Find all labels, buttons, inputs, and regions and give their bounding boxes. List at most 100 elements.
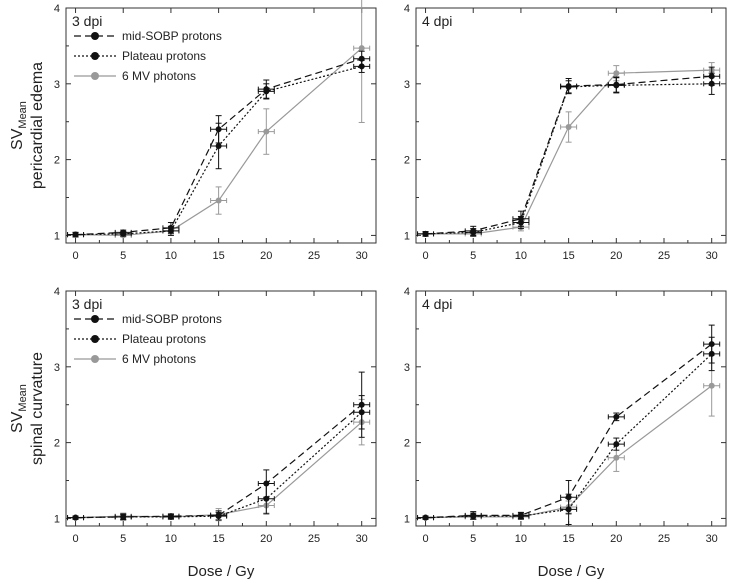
y-tick-label: 2 [404, 155, 410, 167]
plot-frame [65, 290, 377, 527]
y-axis-label-1: SVMean spinal curvature [9, 352, 46, 465]
data-point-mid-sobp [358, 55, 365, 62]
panel-title: 3 dpi [72, 13, 102, 29]
series-line-mid-sobp [75, 404, 363, 519]
x-tick-label: 10 [165, 533, 177, 545]
x-tick-label: 5 [470, 533, 476, 545]
data-point-mid-sobp [167, 224, 174, 231]
data-point-plateau [613, 441, 620, 448]
data-point-mid-sobp [565, 494, 572, 501]
y-axis-label-0: SVMean pericardial edema [9, 62, 46, 189]
legend-label-plateau: Plateau protons [122, 49, 206, 63]
data-point-mid-sobp [263, 480, 270, 487]
x-tick-label: 0 [422, 250, 428, 262]
series-line-photons [75, 421, 363, 519]
x-tick-label: 20 [260, 250, 272, 262]
data-point-photons [263, 128, 270, 135]
x-tick-label: 15 [562, 250, 574, 262]
y-tick-label: 4 [54, 3, 60, 15]
x-tick-label: 10 [515, 533, 527, 545]
legend-marker-plateau [91, 335, 99, 343]
series-line-plateau [75, 411, 363, 519]
x-tick-label: 10 [515, 250, 527, 262]
data-point-mid-sobp [708, 73, 715, 80]
data-point-mid-sobp [613, 81, 620, 88]
data-point-mid-sobp [263, 86, 270, 93]
y-axis-label-line2: pericardial edema [29, 62, 46, 189]
plot-frame [65, 7, 377, 244]
y-tick-label: 2 [404, 438, 410, 450]
data-point-photons [708, 382, 715, 389]
y-axis-label-sv: SV [9, 411, 26, 433]
x-tick-label: 0 [422, 533, 428, 545]
data-point-mid-sobp [422, 230, 429, 237]
legend-marker-mid-sobp [91, 315, 99, 323]
y-tick-label: 3 [54, 79, 60, 91]
series-line-plateau [425, 83, 712, 235]
chart-panel-2: 0 5 10 15 20 25 30 1 2 3 4 3 dpi mid-SOBP protons Pla… [54, 286, 377, 545]
y-tick-label: 2 [54, 155, 60, 167]
y-axis-label-subscript: Mean [17, 101, 29, 129]
data-point-mid-sobp [167, 513, 174, 520]
y-tick-label: 1 [404, 230, 410, 242]
x-tick-label: 0 [72, 533, 78, 545]
data-point-photons [613, 70, 620, 77]
legend-marker-photons [91, 355, 99, 363]
y-axis-label-line1: SVMean [9, 101, 29, 150]
x-tick-label: 30 [706, 250, 718, 262]
y-axis-label-sv: SV [9, 128, 26, 150]
x-tick-label: 15 [212, 250, 224, 262]
y-axis-label-line1: SVMean [9, 384, 29, 433]
y-tick-label: 1 [404, 513, 410, 525]
data-point-mid-sobp [470, 512, 477, 519]
x-tick-label: 30 [356, 250, 368, 262]
x-tick-label: 10 [165, 250, 177, 262]
data-point-mid-sobp [120, 229, 127, 236]
legend-label-mid-sobp: mid-SOBP protons [122, 312, 222, 326]
x-tick-label: 5 [120, 250, 126, 262]
x-tick-label: 30 [356, 533, 368, 545]
y-tick-label: 4 [404, 3, 410, 15]
data-point-photons [565, 124, 572, 131]
series-line-photons [425, 69, 712, 235]
panel-title: 4 dpi [422, 13, 452, 29]
series-line-plateau [75, 65, 362, 236]
data-point-plateau [215, 142, 222, 149]
legend-label-plateau: Plateau protons [122, 332, 206, 346]
data-point-mid-sobp [120, 513, 127, 520]
data-point-mid-sobp [470, 227, 477, 234]
data-point-mid-sobp [613, 413, 620, 420]
legend-marker-plateau [91, 52, 99, 60]
data-point-mid-sobp [422, 514, 429, 521]
x-tick-label: 25 [658, 250, 670, 262]
data-point-mid-sobp [72, 231, 79, 238]
plot-frame [415, 290, 727, 527]
data-point-photons [215, 197, 222, 204]
y-tick-label: 3 [404, 79, 410, 91]
legend-marker-mid-sobp [91, 32, 99, 40]
data-point-mid-sobp [358, 401, 365, 408]
series-line-mid-sobp [425, 75, 712, 235]
data-point-mid-sobp [517, 215, 524, 222]
x-tick-label: 25 [308, 250, 320, 262]
data-point-mid-sobp [215, 512, 222, 519]
data-point-mid-sobp [517, 512, 524, 519]
y-tick-label: 3 [404, 362, 410, 374]
data-point-photons [358, 45, 365, 52]
x-tick-label: 20 [610, 250, 622, 262]
data-point-mid-sobp [215, 126, 222, 133]
y-axis-label-line2: spinal curvature [29, 352, 46, 465]
x-tick-label: 25 [658, 533, 670, 545]
x-axis-label-1: Dose / Gy [538, 563, 605, 580]
data-point-mid-sobp [565, 83, 572, 90]
data-point-mid-sobp [72, 514, 79, 521]
data-point-photons [613, 454, 620, 461]
x-tick-label: 20 [610, 533, 622, 545]
legend-label-mid-sobp: mid-SOBP protons [122, 29, 222, 43]
chart-panel-1: 0 5 10 15 20 25 30 1 2 3 4 4 dpi [404, 3, 727, 262]
x-tick-label: 5 [470, 250, 476, 262]
y-tick-label: 4 [404, 286, 410, 298]
chart-panel-3: 0 5 10 15 20 25 30 1 2 3 4 4 dpi [404, 286, 727, 545]
